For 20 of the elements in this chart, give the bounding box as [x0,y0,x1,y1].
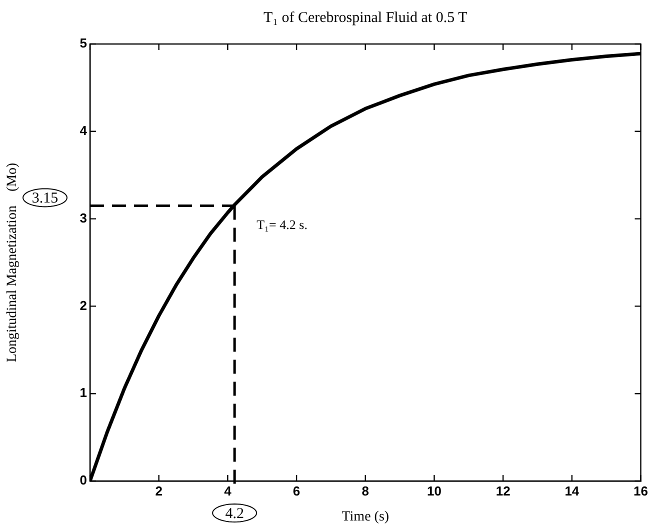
annotation: T₁= 4.2 s. [256,217,308,232]
y-tick-label: 0 [80,472,87,488]
y-tick-label: 4 [80,122,88,138]
y-axis-title: Longitudinal Magnetization (Mo) [5,162,20,362]
y-tick-label: 2 [80,298,87,313]
x-tick-label: 16 [634,483,648,498]
y-tick-label: 5 [80,36,87,51]
x-tick-label: 12 [496,483,510,498]
x-tick-label: 2 [155,483,162,498]
ref-line-label: 3.15 [32,190,58,207]
y-tick-label: 1 [80,385,87,400]
y-tick-label: 3 [80,210,87,226]
x-tick-label: 8 [362,483,369,498]
x-tick-label: 6 [292,483,300,498]
ref-line-label: 4.2 [225,506,244,522]
x-tick-label: 14 [564,483,580,498]
x-tick-label: 10 [426,483,442,498]
x-tick-label: 4 [224,483,232,498]
x-axis-title: Time (s) [342,509,390,524]
chart-title: T₁ of Cerebrospinal Fluid at 0.5 T [264,10,468,26]
